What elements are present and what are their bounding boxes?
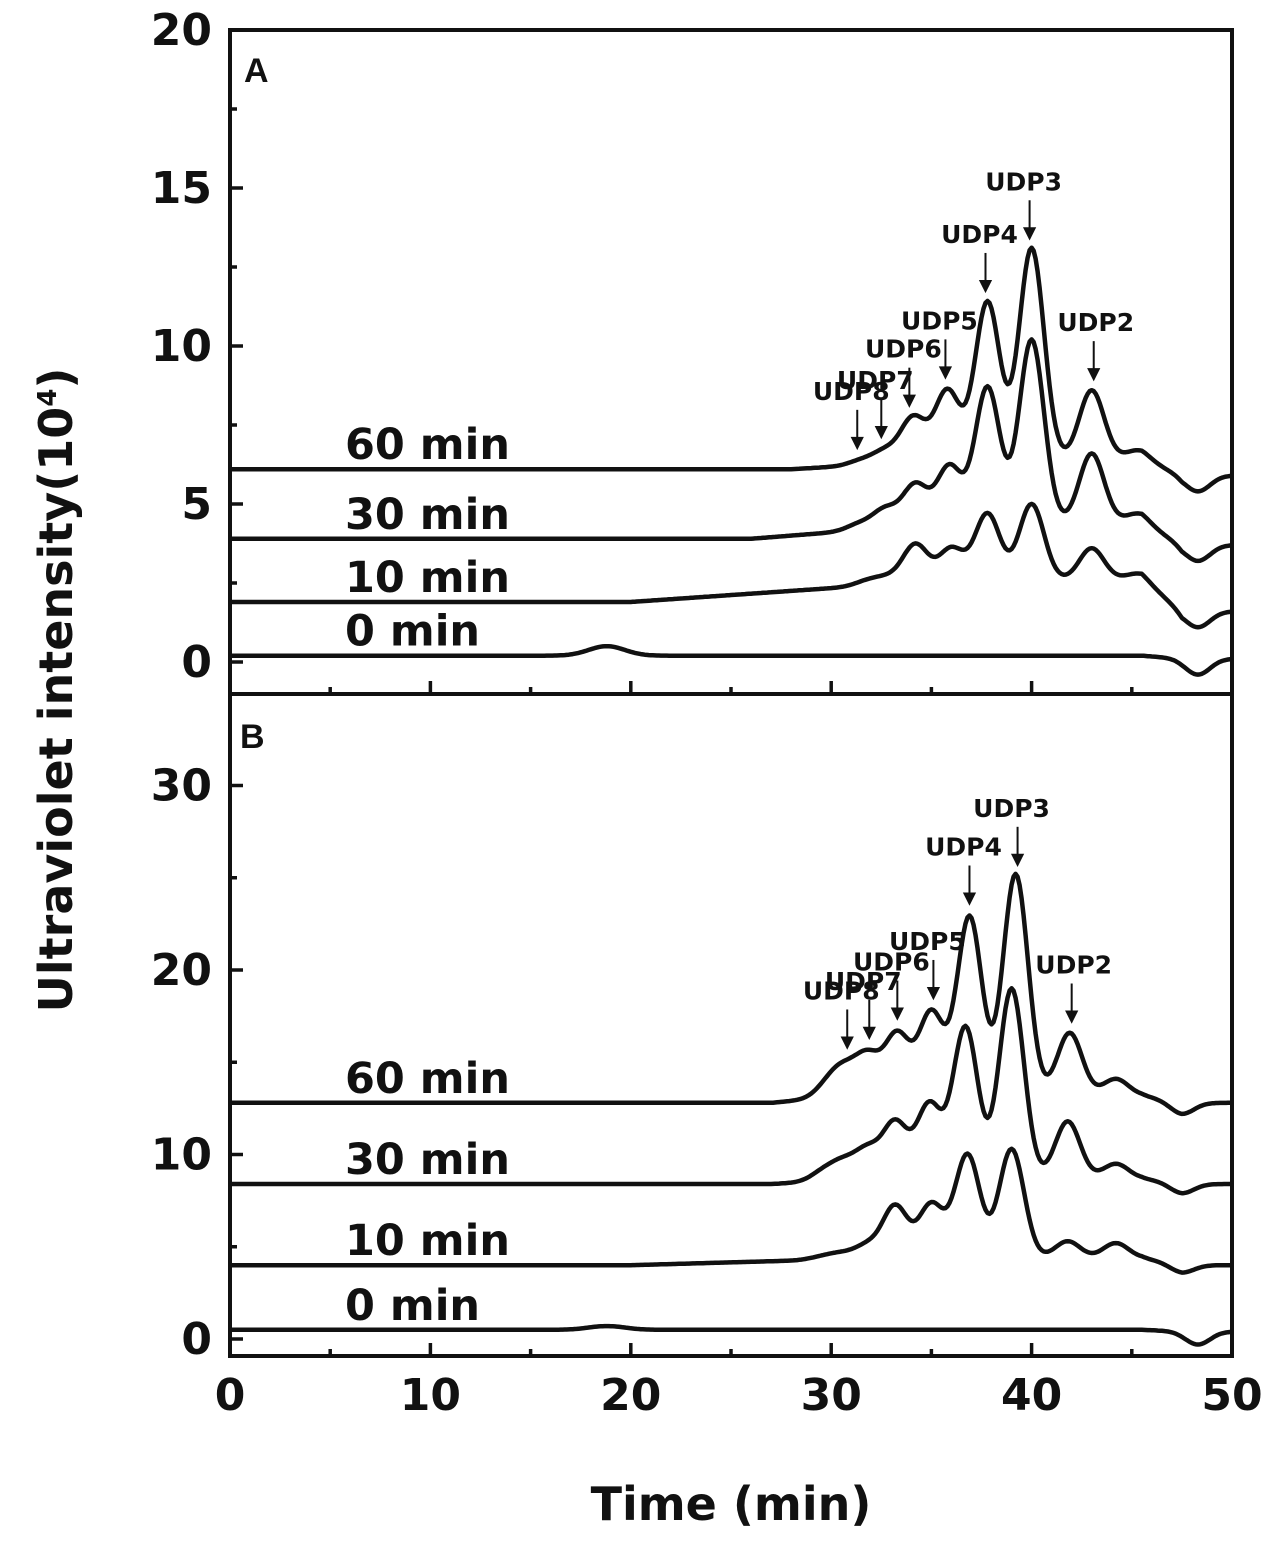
peak-arrowhead bbox=[890, 1007, 904, 1021]
peak-arrowhead bbox=[926, 986, 941, 1001]
x-tick-label: 30 bbox=[801, 1370, 862, 1421]
trace-label: 0 min bbox=[345, 607, 480, 657]
peak-arrowhead bbox=[840, 1036, 854, 1050]
x-tick-label: 50 bbox=[1201, 1370, 1262, 1421]
y-tick-label: 15 bbox=[151, 163, 212, 214]
y-axis-title-close: ) bbox=[29, 368, 83, 389]
trace-label: 30 min bbox=[345, 1135, 510, 1185]
peak-label: UDP2 bbox=[1057, 308, 1134, 337]
trace-30-min bbox=[229, 986, 1233, 1196]
peak-arrowhead bbox=[1087, 368, 1101, 382]
y-tick-label: 0 bbox=[181, 637, 212, 688]
y-tick-label: 5 bbox=[181, 479, 212, 530]
trace-60-min bbox=[229, 245, 1233, 494]
trace-0-min bbox=[229, 643, 1233, 677]
peak-label: UDP5 bbox=[889, 927, 966, 956]
peak-label: UDP8 bbox=[803, 976, 880, 1005]
trace-label: 30 min bbox=[345, 490, 510, 540]
y-tick-label: 10 bbox=[151, 1130, 212, 1181]
trace-label: 60 min bbox=[345, 420, 510, 470]
peak-label: UDP8 bbox=[813, 377, 890, 406]
x-axis-title: Time (min) bbox=[591, 1477, 872, 1531]
peak-label: UDP7 bbox=[837, 366, 914, 395]
y-tick-label: 30 bbox=[151, 761, 212, 812]
peak-label: UDP4 bbox=[925, 833, 1002, 862]
y-axis-title-exponent: 4 bbox=[33, 389, 63, 407]
x-tick-label: 0 bbox=[215, 1370, 246, 1421]
trace-10-min bbox=[229, 1146, 1233, 1275]
trace-60-min bbox=[229, 871, 1233, 1117]
peak-arrowhead bbox=[902, 394, 916, 408]
panel-letter: B bbox=[240, 718, 265, 756]
trace-10-min bbox=[229, 501, 1233, 630]
peak-arrowhead bbox=[1022, 227, 1037, 241]
peak-label: UDP3 bbox=[985, 167, 1062, 196]
peak-label: UDP4 bbox=[941, 220, 1018, 249]
trace-label: 10 min bbox=[345, 1216, 510, 1266]
peak-arrowhead bbox=[850, 436, 864, 451]
trace-30-min bbox=[229, 337, 1233, 564]
trace-label: 0 min bbox=[345, 1281, 480, 1331]
y-tick-label: 20 bbox=[151, 5, 212, 56]
x-tick-label: 40 bbox=[1001, 1370, 1062, 1421]
peak-arrowhead bbox=[1010, 853, 1025, 868]
peak-label: UDP2 bbox=[1035, 951, 1112, 980]
y-tick-label: 20 bbox=[151, 945, 212, 996]
y-axis-title: Ultraviolet intensity(104) bbox=[29, 368, 83, 1013]
x-tick-label: 20 bbox=[600, 1370, 661, 1421]
x-tick-label: 10 bbox=[400, 1370, 461, 1421]
trace-0-min bbox=[229, 1323, 1233, 1347]
y-tick-label: 10 bbox=[151, 321, 212, 372]
y-tick-label: 0 bbox=[181, 1314, 212, 1365]
peak-arrowhead bbox=[874, 426, 888, 440]
trace-label: 10 min bbox=[345, 553, 510, 603]
peak-label: UDP3 bbox=[973, 794, 1050, 823]
peak-arrowhead bbox=[862, 1026, 876, 1040]
peak-arrowhead bbox=[978, 279, 993, 294]
peak-arrowhead bbox=[1065, 1010, 1079, 1024]
peak-arrowhead bbox=[938, 366, 953, 380]
x-axis: 0 10 20 30 40 50 bbox=[215, 1370, 1263, 1421]
y-axis-title-main: Ultraviolet intensity(10 bbox=[29, 407, 83, 1013]
peak-label: UDP5 bbox=[901, 306, 978, 335]
peak-arrowhead bbox=[962, 892, 977, 906]
peak-label: UDP7 bbox=[825, 967, 902, 996]
peak-label: UDP6 bbox=[865, 335, 942, 364]
panel-letter: A bbox=[244, 52, 269, 90]
peak-label: UDP6 bbox=[853, 948, 930, 977]
trace-label: 60 min bbox=[345, 1054, 510, 1104]
